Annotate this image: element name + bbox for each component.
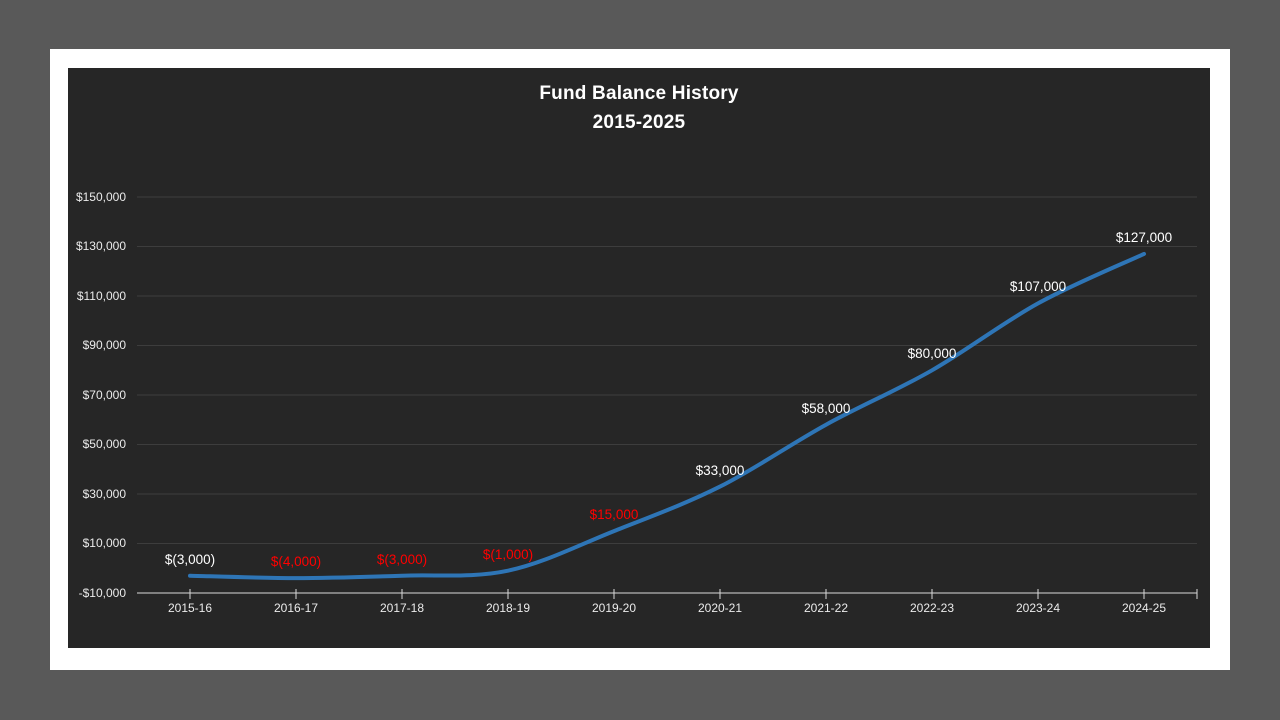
chart-title-line2: 2015-2025 — [592, 112, 686, 133]
x-axis-label: 2024-25 — [1121, 601, 1167, 615]
data-label: $58,000 — [801, 400, 851, 416]
x-axis-label: 2023-24 — [1015, 601, 1061, 615]
y-axis-label: $110,000 — [76, 288, 126, 303]
data-label: $(3,000) — [376, 551, 428, 567]
y-axis-label: $30,000 — [82, 486, 126, 501]
fund-balance-chart: Fund Balance History 2015-2025 $150,000 $… — [68, 68, 1210, 648]
data-label: $(4,000) — [270, 554, 322, 570]
x-axis-label: 2017-18 — [379, 601, 425, 615]
x-axis-label: 2016-17 — [273, 601, 319, 615]
x-axis-label: 2020-21 — [697, 601, 743, 615]
y-axis-label: $10,000 — [82, 536, 126, 550]
x-axis-label: 2015-16 — [167, 601, 213, 615]
x-axis-label: 2021-22 — [803, 601, 849, 615]
data-label: $33,000 — [695, 462, 745, 478]
y-axis-label: $70,000 — [82, 387, 126, 402]
data-label: $15,000 — [589, 507, 639, 523]
y-axis-label: $90,000 — [82, 338, 126, 352]
x-axis-label: 2022-23 — [909, 601, 955, 615]
y-axis-label: -$10,000 — [78, 585, 126, 600]
y-axis-label: $130,000 — [75, 239, 126, 253]
slide: Fund Balance History 2015-2025 $150,000 $… — [50, 49, 1230, 670]
data-label: $127,000 — [1115, 229, 1173, 245]
chart-title: Fund Balance History 2015-2025 — [68, 79, 1210, 137]
x-axis-label: 2018-19 — [485, 601, 531, 615]
x-axis-label: 2019-20 — [591, 601, 637, 615]
y-axis-label: $50,000 — [82, 437, 126, 451]
data-label: $107,000 — [1009, 279, 1067, 295]
plot-area — [137, 196, 1198, 599]
data-label: $(1,000) — [482, 546, 534, 562]
data-label: $(3,000) — [164, 551, 216, 567]
chart-title-line1: Fund Balance History — [539, 83, 739, 104]
data-label: $80,000 — [907, 346, 957, 362]
series-line-fund-balance — [188, 251, 1146, 581]
y-axis-label: $150,000 — [75, 189, 126, 204]
